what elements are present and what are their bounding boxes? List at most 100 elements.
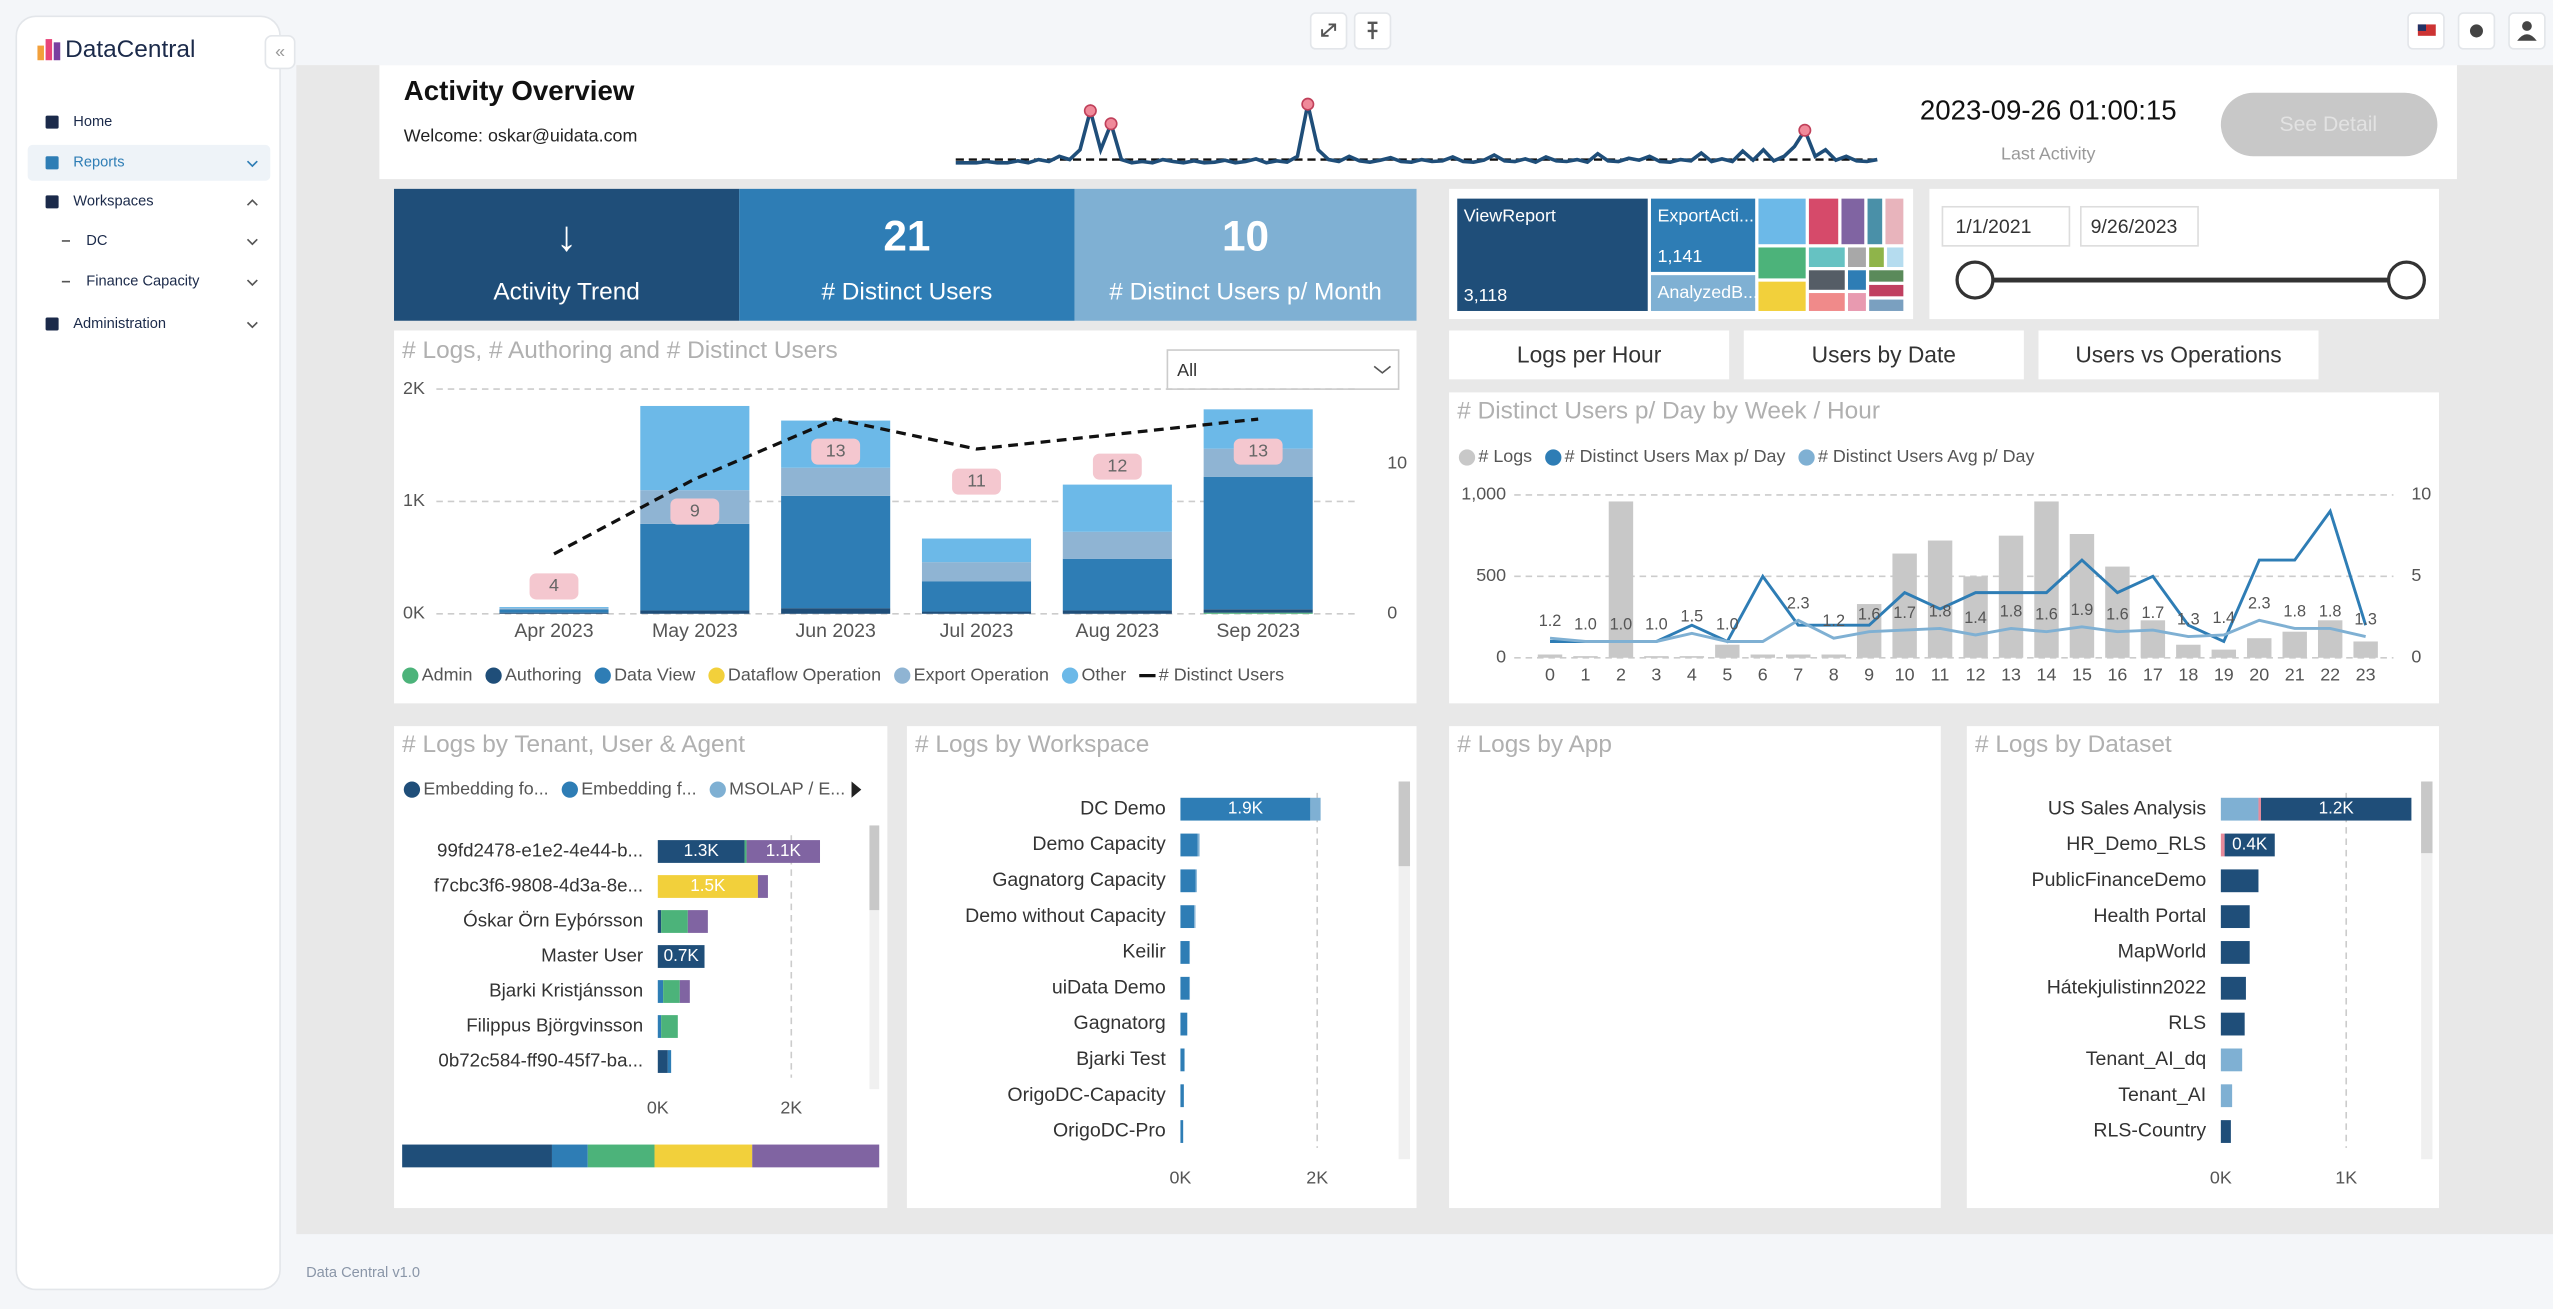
- data-label: 1.5: [1681, 607, 1704, 625]
- bar: [2220, 976, 2246, 1000]
- bar: [661, 910, 688, 933]
- data-label: 9: [690, 500, 700, 520]
- collapse-button[interactable]: [264, 35, 296, 70]
- data-label: 1.1K: [766, 841, 802, 860]
- slider-handle[interactable]: [1955, 260, 1995, 300]
- scroll-thumb[interactable]: [869, 825, 880, 911]
- bar: [2258, 797, 2261, 821]
- dropdown-value: All: [1177, 360, 1197, 380]
- x-tick-label: 22: [2320, 664, 2340, 684]
- legend-swatch: [594, 667, 611, 684]
- scrollbar: [869, 825, 880, 1090]
- nav-chevron[interactable]: [246, 279, 258, 287]
- bar: [1644, 656, 1669, 658]
- slider-handle[interactable]: [2386, 260, 2427, 300]
- data-label-box: [952, 468, 1001, 495]
- pin-icon: [1367, 21, 1378, 40]
- date-input[interactable]: [2080, 205, 2199, 247]
- legend-swatch: [708, 667, 725, 684]
- panel: [906, 726, 1417, 1209]
- y-tick-label: Demo Capacity: [1032, 833, 1166, 855]
- tile: [1808, 247, 1845, 268]
- nav-icon: [45, 115, 59, 129]
- bar: [1180, 869, 1196, 893]
- page-title: Activity Overview: [404, 75, 635, 106]
- collapse-icon: «: [275, 41, 285, 61]
- nav-chevron[interactable]: [246, 238, 258, 246]
- button-label: See Detail: [2279, 113, 2377, 136]
- y-tick-label: PublicFinanceDemo: [2032, 869, 2207, 891]
- y-tick-label: Tenant_AI_dq: [2086, 1048, 2206, 1070]
- treemap-tile: [1650, 198, 1756, 272]
- tab[interactable]: [1449, 330, 1730, 380]
- x-tick-label: 20: [2249, 664, 2269, 684]
- tile-label: AnalyzedB...: [1657, 282, 1757, 302]
- bar: [2317, 620, 2343, 658]
- bar: [1892, 553, 1917, 658]
- data-label: 12: [1107, 455, 1127, 475]
- last-activity: 2023-09-26 01:00:15: [1920, 95, 2177, 126]
- x-tick-label: 9: [1864, 664, 1874, 684]
- nav-chevron[interactable]: [246, 199, 258, 206]
- legend-label: MSOLAP / E...: [729, 778, 845, 798]
- data-label: 1.4: [2212, 609, 2235, 627]
- bar: [499, 612, 609, 614]
- scroll-thumb[interactable]: [2421, 781, 2433, 854]
- x-tick-label: 18: [2178, 664, 2198, 684]
- date-input[interactable]: [1941, 205, 2071, 247]
- nav-item: Reports: [73, 155, 124, 171]
- bar: [1180, 1048, 1185, 1072]
- nav-chevron[interactable]: [246, 160, 258, 168]
- bar: [640, 405, 750, 491]
- legend-next[interactable]: [851, 781, 862, 798]
- bar: [744, 840, 747, 863]
- bar: [781, 608, 891, 614]
- legend-label: Embedding f...: [581, 778, 696, 798]
- legend-label: Authoring: [505, 664, 582, 684]
- see-detail-button[interactable]: [2220, 92, 2438, 157]
- bar: [757, 875, 768, 898]
- bar: [781, 495, 891, 609]
- nav-item: Home: [73, 114, 112, 130]
- bar: [2211, 649, 2237, 658]
- tile: [1847, 293, 1866, 311]
- bar: [1194, 905, 1196, 929]
- user-icon: [2522, 21, 2532, 31]
- y2-tick-label: 10: [1387, 453, 1407, 473]
- peak-marker: [1301, 97, 1315, 111]
- bar: [2220, 869, 2259, 893]
- nav-item: Finance Capacity: [86, 274, 200, 290]
- tile: [1885, 198, 1904, 245]
- tab[interactable]: [1743, 330, 2024, 380]
- data-label: 2.3: [2248, 594, 2271, 612]
- tile: [1847, 247, 1866, 268]
- bar: [1573, 656, 1598, 658]
- y-tick-label: Keilir: [1122, 941, 1166, 963]
- bar: [657, 875, 758, 898]
- bar: [1180, 905, 1195, 929]
- legend-swatch: [1061, 667, 1079, 684]
- kpi-label: # Distinct Users p/ Month: [1109, 279, 1382, 306]
- y-tick-label: Bjarki Kristjánsson: [489, 979, 643, 1000]
- x-tick-label: 16: [2107, 664, 2127, 684]
- data-label: 1.8: [1929, 602, 1952, 620]
- legend-swatch: [561, 781, 578, 798]
- dropdown[interactable]: [1166, 349, 1400, 390]
- bar: [1180, 1084, 1184, 1108]
- x-tick-label: 10: [1895, 664, 1915, 684]
- bar: [2353, 641, 2378, 658]
- data-label: 1.9K: [1228, 799, 1264, 818]
- tab[interactable]: [2038, 330, 2319, 380]
- x-tick-label: 17: [2143, 664, 2163, 684]
- flag-icon: [2417, 24, 2436, 36]
- nav-chevron[interactable]: [246, 321, 258, 329]
- bar: [663, 980, 680, 1003]
- data-label: 11: [967, 470, 986, 490]
- nav-item: Administration: [73, 316, 166, 332]
- legend-label: Other: [1081, 664, 1126, 684]
- scroll-thumb[interactable]: [1398, 781, 1411, 867]
- legend-swatch: [709, 781, 726, 798]
- legend-label: Data View: [614, 664, 695, 684]
- bar: [1998, 535, 2024, 658]
